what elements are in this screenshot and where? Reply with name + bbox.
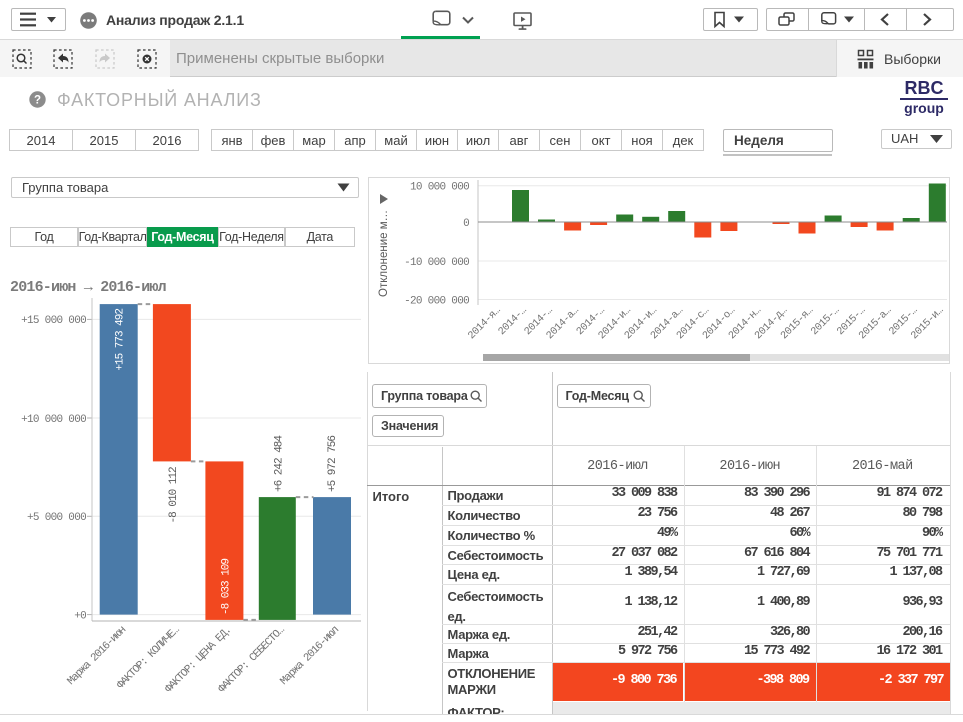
svg-text:2014-я…: 2014-я… bbox=[466, 305, 503, 342]
svg-text:Маржа 2016-июл: Маржа 2016-июл bbox=[278, 624, 341, 687]
svg-text:+15 773 492: +15 773 492 bbox=[115, 309, 127, 371]
svg-text:+15 000 000: +15 000 000 bbox=[21, 315, 86, 327]
svg-text:+0: +0 bbox=[74, 610, 86, 622]
svg-text:+6 242 484: +6 242 484 bbox=[274, 435, 286, 492]
svg-text:10 000 000: 10 000 000 bbox=[410, 182, 469, 194]
svg-text:-8 010 112: -8 010 112 bbox=[168, 467, 180, 523]
svg-text:+5 000 000: +5 000 000 bbox=[27, 512, 86, 524]
svg-text:-8 033 109: -8 033 109 bbox=[221, 559, 233, 615]
svg-text:0: 0 bbox=[463, 218, 469, 230]
svg-text:-20 000 000: -20 000 000 bbox=[404, 295, 469, 307]
svg-text:+5 972 756: +5 972 756 bbox=[327, 436, 339, 492]
svg-text:Отклонение м…: Отклонение м… bbox=[378, 210, 390, 297]
svg-text:?: ? bbox=[34, 95, 41, 107]
svg-text:-10 000 000: -10 000 000 bbox=[404, 257, 469, 269]
svg-text:2016-июн → 2016-июл: 2016-июн → 2016-июл bbox=[10, 279, 166, 296]
svg-text:+10 000 000: +10 000 000 bbox=[21, 414, 86, 426]
